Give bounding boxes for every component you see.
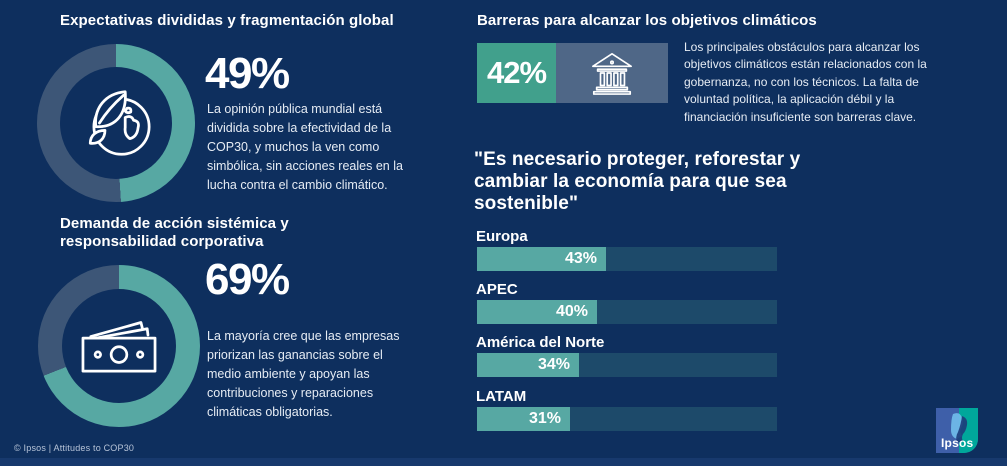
- bar-value-label: 43%: [564, 250, 597, 267]
- bar-label-latam: LATAM: [476, 388, 527, 405]
- logo-wordmark: Ipsos: [941, 436, 974, 450]
- section-title-expectations: Expectativas divididas y fragmentación g…: [60, 12, 394, 29]
- bar-value-label: 40%: [555, 303, 588, 320]
- bar-label-europa: Europa: [476, 228, 528, 245]
- donut-chart-expectations: [37, 44, 195, 202]
- bank-icon: [588, 50, 636, 96]
- donut-hole: [62, 289, 176, 403]
- barriers-badge: 42%: [477, 43, 668, 103]
- stat-corporate: 69%: [205, 255, 290, 304]
- quote-text: "Es necesario proteger, reforestar y cam…: [474, 149, 801, 215]
- bar-fill-america-del-norte: 34%: [477, 353, 579, 377]
- stat-expectations: 49%: [205, 49, 290, 98]
- banknote-icon: [72, 313, 166, 379]
- stat-barriers: 42%: [477, 43, 556, 103]
- globe-leaf-icon: [70, 77, 162, 169]
- donut-chart-corporate: [38, 265, 200, 427]
- description-corporate: La mayoría cree que las empresas prioriz…: [207, 329, 400, 419]
- bar-value-label: 31%: [528, 410, 561, 427]
- bar-fill-europa: 43%: [477, 247, 606, 271]
- section-title-corporate: Demanda de acción sistémica y responsabi…: [60, 215, 289, 250]
- description-barriers: Los principales obstáculos para alcanzar…: [684, 40, 927, 124]
- footer-note: © Ipsos | Attitudes to COP30: [14, 443, 135, 453]
- bar-track: 31%: [477, 407, 777, 431]
- bar-track: 40%: [477, 300, 777, 324]
- bottom-accent-strip: [0, 458, 1007, 466]
- description-expectations: La opinión pública mundial está dividida…: [207, 102, 403, 192]
- bar-track: 34%: [477, 353, 777, 377]
- logo-profiles-icon: [951, 413, 968, 443]
- donut-hole: [60, 67, 172, 179]
- bar-track: 43%: [477, 247, 777, 271]
- section-title-barriers: Barreras para alcanzar los objetivos cli…: [477, 12, 817, 29]
- badge-icon-tile: [556, 43, 668, 103]
- bar-value-label: 34%: [537, 356, 570, 373]
- ipsos-logo: Ipsos: [936, 408, 978, 453]
- bar-fill-latam: 31%: [477, 407, 570, 431]
- bar-label-apec: APEC: [476, 281, 518, 298]
- bar-fill-apec: 40%: [477, 300, 597, 324]
- bar-label-america-del-norte: América del Norte: [476, 334, 605, 351]
